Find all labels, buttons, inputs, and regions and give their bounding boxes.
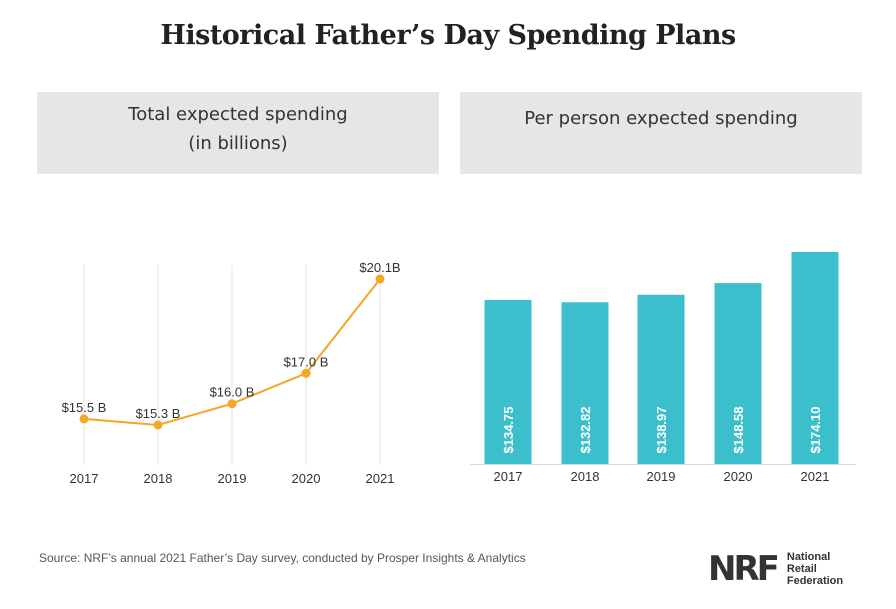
line-point-2021	[375, 274, 385, 284]
line-x-tick-2018: 2018	[144, 471, 173, 486]
line-x-tick-2020: 2020	[292, 471, 321, 486]
bar-data-label-2018: $132.82	[578, 407, 593, 454]
bar-data-label-2017: $134.75	[501, 407, 516, 454]
chart-title: Historical Father’s Day Spending Plans	[160, 20, 736, 51]
bar-x-tick-2020: 2020	[724, 469, 753, 484]
right-panel-header: Per person expected spending	[460, 92, 862, 174]
line-point-2018	[153, 420, 163, 430]
line-point-2020	[301, 368, 311, 378]
line-x-tick-2019: 2019	[218, 471, 247, 486]
bar-x-tick-2021: 2021	[801, 469, 830, 484]
bar-2019	[637, 294, 685, 464]
line-x-tick-2021: 2021	[366, 471, 395, 486]
logo-line-federation: Federation	[786, 575, 844, 587]
bar-data-label-2020: $148.58	[731, 407, 746, 454]
logo-line-national: National	[786, 551, 831, 563]
bar-x-tick-2017: 2017	[494, 469, 523, 484]
right-panel-title: Per person expected spending	[524, 107, 798, 129]
nrf-logo-text: National Retail Federation	[787, 551, 843, 587]
left-panel-header: Total expected spending (in billions)	[37, 92, 439, 174]
logo-line-retail: Retail	[786, 563, 817, 575]
bar-data-label-2019: $138.97	[654, 407, 669, 454]
bar-x-tick-2019: 2019	[647, 469, 676, 484]
source-note: Source: NRF’s annual 2021 Father’s Day s…	[39, 551, 526, 565]
line-x-tick-2017: 2017	[70, 471, 99, 486]
nrf-logo: NRF National Retail Federation	[708, 549, 843, 589]
line-chart: $15.5 B $15.3 B $16.0 B $17.0 B $20.1B 2017 20…	[62, 260, 401, 486]
bar-chart: $134.75 2017 $132.82 2018 $138.97 2019 $148.58…	[470, 252, 856, 484]
line-data-label-2021: $20.1B	[359, 260, 400, 275]
bar-2021	[791, 252, 839, 464]
left-panel-subtitle: (in billions)	[188, 133, 288, 154]
bar-2017	[484, 299, 532, 464]
bar-2020	[714, 283, 762, 464]
line-point-2017	[79, 414, 89, 424]
left-panel-title: Total expected spending	[128, 104, 348, 126]
line-data-label-2019: $16.0 B	[210, 385, 255, 400]
line-data-label-2020: $17.0 B	[284, 354, 329, 369]
line-point-2019	[227, 399, 237, 409]
line-data-label-2018: $15.3 B	[136, 406, 181, 421]
bar-data-label-2021: $174.10	[808, 407, 823, 454]
line-data-label-2017: $15.5 B	[62, 400, 107, 415]
bar-x-tick-2018: 2018	[571, 469, 600, 484]
nrf-logo-mark: NRF	[708, 549, 780, 589]
bar-2018	[561, 302, 609, 464]
